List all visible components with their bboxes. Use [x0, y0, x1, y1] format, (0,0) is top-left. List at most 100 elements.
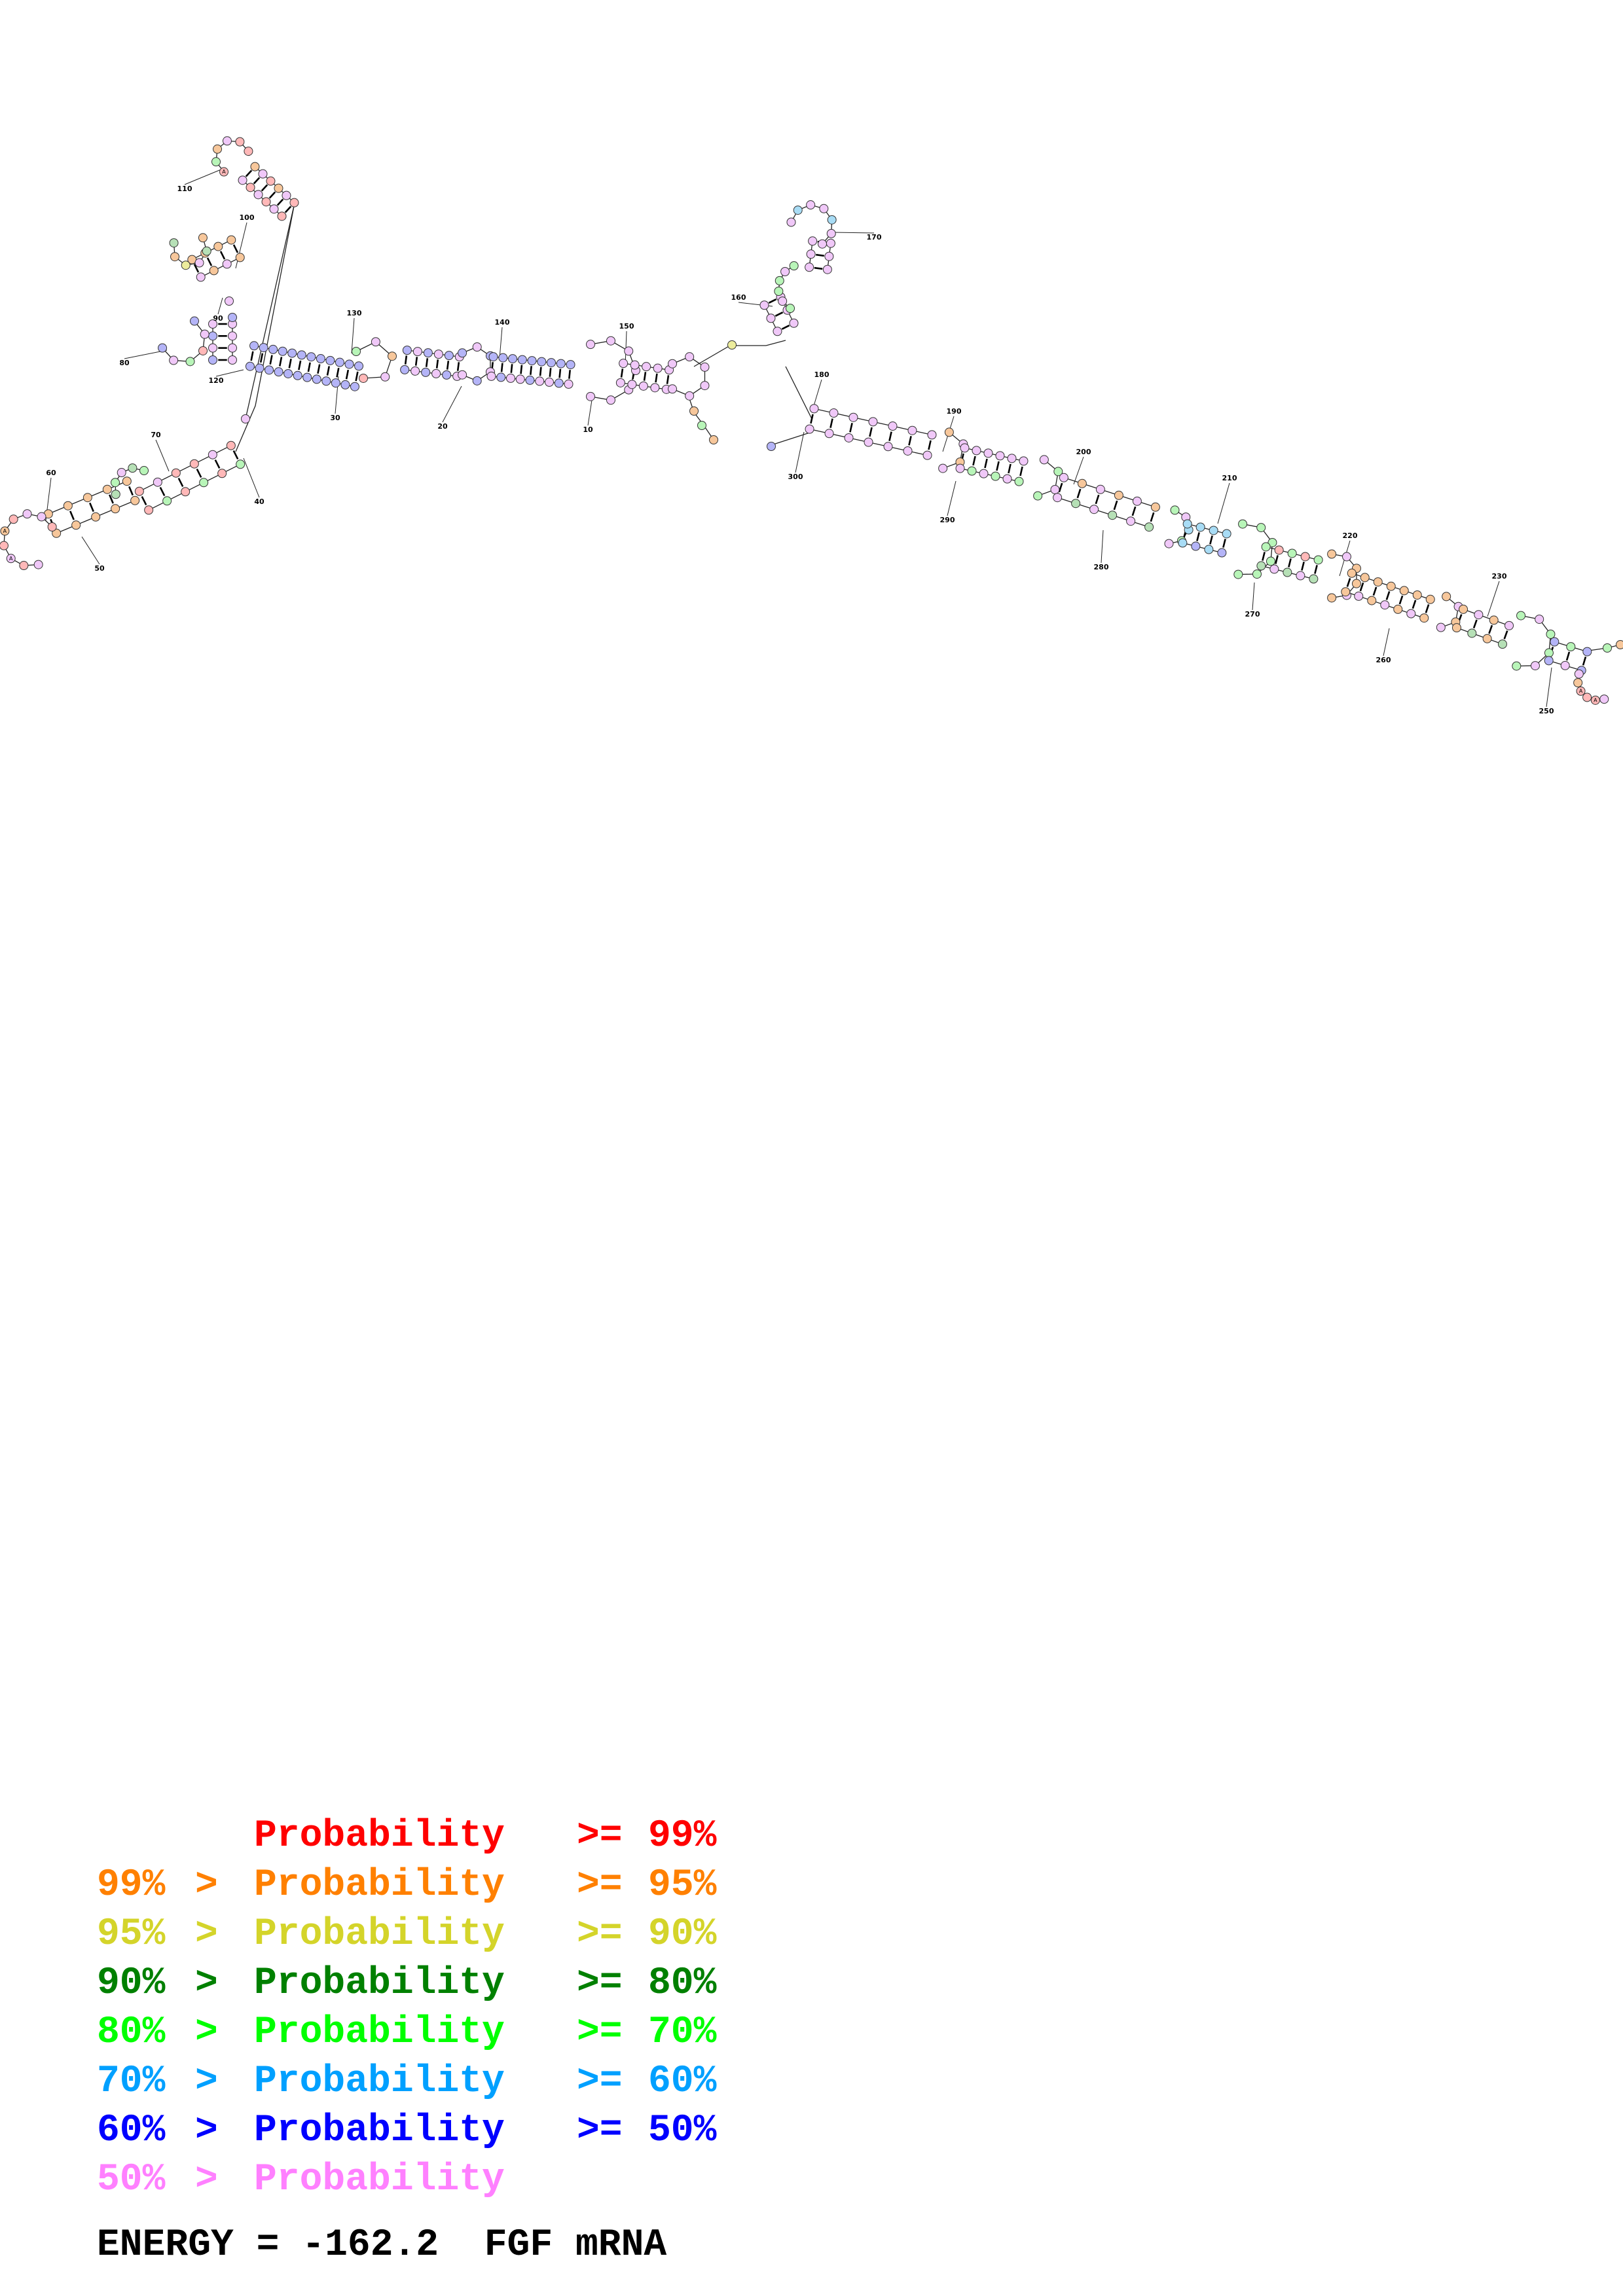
nucleotide-node: [685, 391, 695, 401]
nucleotide-node: [922, 450, 932, 460]
index-leader-line: [1252, 582, 1255, 611]
nucleotide-node: [1002, 474, 1012, 484]
nucleotide-node: [1504, 620, 1514, 630]
nucleotide-node: [824, 429, 834, 439]
nucleotide-node: [402, 346, 412, 355]
nucleotide-node: [1566, 642, 1576, 652]
nucleotide-node: [181, 260, 191, 270]
base-pair-bond: [666, 375, 670, 384]
nucleotide-node: [700, 362, 710, 372]
index-label: 290: [940, 516, 955, 524]
base-pair-bond: [261, 184, 268, 192]
nucleotide-node: [117, 468, 126, 478]
base-pair-bond: [1385, 591, 1391, 600]
nucleotide-node: [515, 374, 525, 384]
legend-operator: >=: [577, 1962, 623, 2005]
nucleotide-letter: A: [222, 169, 226, 175]
base-pair-bond: [109, 494, 114, 504]
index-label: 30: [330, 414, 340, 422]
index-label: 180: [814, 370, 830, 379]
nucleotide-node: [805, 262, 814, 272]
nucleotide-nodes: A A A A A: [0, 136, 1623, 705]
nucleotide-node: [202, 246, 211, 256]
nucleotide-node: [0, 526, 10, 536]
base-pair-bond: [768, 298, 777, 304]
base-pair-bond: [655, 373, 658, 383]
nucleotide-node: [944, 427, 954, 437]
nucleotide-node: [274, 183, 283, 193]
base-pair-bond: [193, 264, 200, 273]
base-pair-bond: [1288, 558, 1292, 567]
nucleotide-node: [274, 367, 283, 377]
index-label: 120: [209, 376, 224, 385]
backbone-segment: [687, 392, 714, 440]
nucleotide-node: [1233, 569, 1243, 579]
nucleotide-node: [624, 346, 634, 356]
nucleotide-node: [228, 343, 237, 353]
nucleotide-node: [222, 136, 232, 146]
base-pair-bond: [284, 206, 292, 213]
nucleotide-node: [806, 249, 816, 259]
base-pair-bond: [336, 368, 340, 378]
nucleotide-node: [1550, 637, 1559, 647]
nucleotide-letter: A: [1579, 688, 1583, 694]
nucleotide-node: [209, 266, 219, 276]
nucleotide-node: [1222, 529, 1231, 539]
nucleotide-node: [668, 384, 678, 394]
nucleotide-node: [1266, 556, 1275, 566]
base-pair-bond: [1196, 532, 1200, 541]
base-pair-bond: [1150, 512, 1155, 522]
base-pair-bond: [781, 325, 790, 330]
nucleotide-node: [1274, 545, 1284, 555]
nucleotide-node: [433, 350, 443, 359]
legend-operator: >=: [577, 1913, 623, 1956]
nucleotide-node: [269, 204, 279, 214]
nucleotide-node: [1204, 545, 1214, 554]
nucleotide-node: [1360, 573, 1370, 583]
nucleotide-node: [554, 378, 564, 388]
index-label: 110: [177, 185, 192, 193]
nucleotide-node: [340, 380, 350, 389]
index-leader-line: [155, 439, 170, 472]
base-pair-bond: [245, 170, 253, 177]
nucleotide-node: [685, 352, 695, 362]
index-label: 170: [867, 233, 882, 242]
nucleotide-node: [331, 378, 340, 388]
nucleotide-node: [423, 348, 433, 358]
nucleotide-node: [786, 304, 795, 314]
index-label: 210: [1222, 474, 1237, 482]
index-label: 140: [495, 318, 510, 327]
base-pair-bond: [268, 191, 276, 199]
nucleotide-node: [775, 276, 784, 285]
nucleotide-node: [727, 340, 737, 350]
nucleotide-node: [642, 362, 651, 372]
nucleotide-node: [198, 346, 208, 355]
legend-lower-bound: 50%: [97, 2159, 166, 2201]
nucleotide-node: [6, 554, 16, 564]
backbone-segment: [235, 202, 295, 452]
nucleotide-node: [259, 343, 268, 353]
nucleotide-node: [244, 147, 253, 156]
base-pair-bond: [620, 368, 624, 378]
base-pair-bond: [253, 177, 261, 185]
nucleotide-node: [1059, 473, 1068, 482]
nucleotide-node: [824, 251, 834, 261]
index-leader-line: [81, 536, 100, 565]
nucleotide-node: [1150, 502, 1160, 512]
nucleotide-node: [1217, 548, 1227, 558]
base-pair-bond: [1359, 582, 1364, 592]
index-label: 200: [1076, 448, 1091, 456]
index-label: 220: [1343, 531, 1358, 540]
nucleotide-node: [1089, 505, 1099, 514]
nucleotide-node: [1014, 476, 1024, 486]
energy-caption: ENERGY = -162.2 FGF mRNA: [97, 2224, 666, 2267]
base-pair-bond: [1472, 619, 1478, 629]
legend-greater-than: >: [195, 2011, 218, 2054]
base-pair-bond: [972, 456, 976, 466]
nucleotide-node: [282, 190, 291, 200]
nucleotide-node: [344, 359, 354, 369]
nucleotide-node: [1347, 568, 1357, 578]
backbone-segment: [1463, 609, 1510, 626]
nucleotide-node: [537, 357, 547, 367]
nucleotide-node: [421, 367, 431, 377]
